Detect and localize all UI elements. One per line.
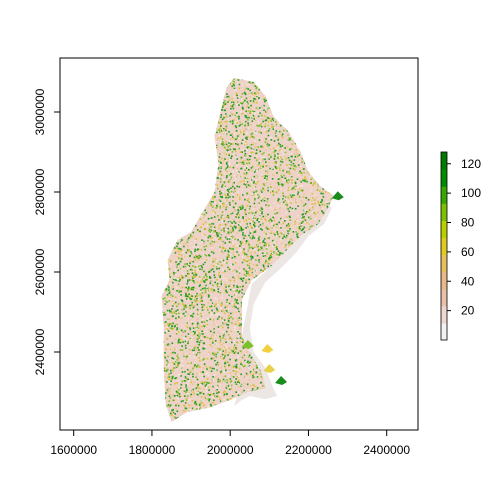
color-legend: 20 40 60 80 100 120	[440, 151, 481, 341]
legend-tick-label: 20	[461, 304, 475, 318]
legend-tick-label: 40	[461, 274, 475, 288]
x-axis: 1600000 1800000 2000000 2200000 2400000	[50, 429, 410, 457]
x-tick-label: 2200000	[285, 443, 332, 457]
y-tick-label: 2600000	[33, 248, 47, 295]
legend-color-step	[441, 237, 447, 256]
x-tick-label: 1600000	[50, 443, 97, 457]
legend-tick-label: 120	[461, 157, 481, 171]
highlight-cell	[241, 340, 254, 349]
y-axis: 2400000 2600000 2800000 3000000	[33, 88, 61, 375]
highlight-cell	[331, 191, 344, 201]
y-tick-label: 2800000	[33, 168, 47, 215]
legend-color-step	[441, 322, 447, 341]
legend-tick-label: 60	[461, 245, 475, 259]
highlight-cell	[275, 376, 288, 385]
legend-color-step	[441, 152, 447, 170]
legend-color-step	[441, 220, 447, 239]
legend-color-step	[441, 305, 447, 324]
highlight-cell	[263, 364, 276, 373]
legend-color-step	[441, 254, 447, 273]
y-tick-label: 2400000	[33, 328, 47, 375]
y-tick-label: 3000000	[33, 88, 47, 135]
legend-color-step	[441, 288, 447, 307]
legend-color-step	[441, 186, 447, 204]
legend-color-step	[441, 203, 447, 221]
highlight-cell	[261, 344, 274, 353]
legend-tick-label: 80	[461, 216, 475, 230]
legend-tick-label: 100	[461, 186, 481, 200]
x-tick-label: 1800000	[129, 443, 176, 457]
x-tick-label: 2400000	[363, 443, 410, 457]
legend-color-step	[441, 271, 447, 290]
legend-frame	[440, 151, 448, 341]
legend-color-step	[441, 169, 447, 187]
raster-highlights	[241, 191, 344, 385]
x-tick-label: 2000000	[207, 443, 254, 457]
